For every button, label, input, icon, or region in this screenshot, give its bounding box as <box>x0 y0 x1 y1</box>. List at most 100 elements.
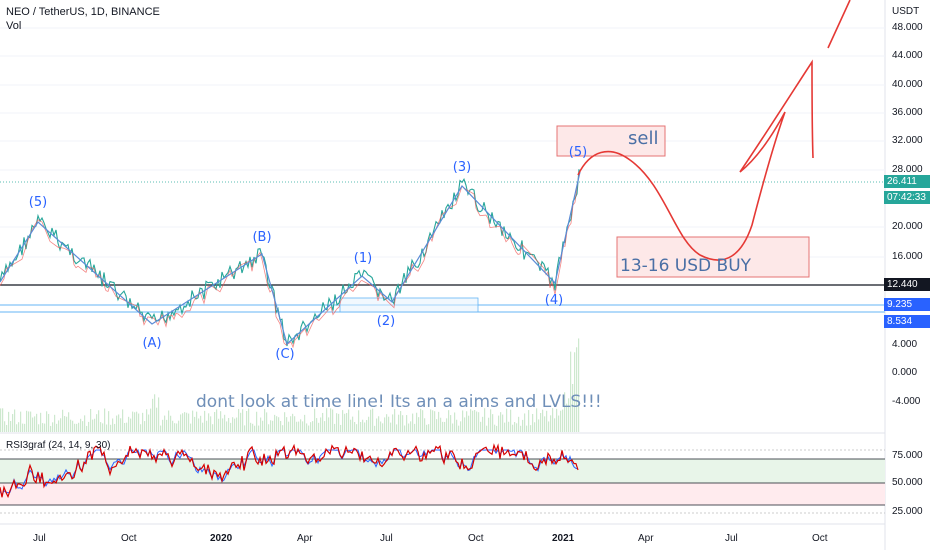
volume-bar <box>272 420 274 432</box>
volume-bar <box>36 413 38 432</box>
volume-bar <box>444 421 446 432</box>
volume-bar <box>458 425 460 432</box>
volume-bar <box>42 423 44 432</box>
volume-bar <box>242 409 244 432</box>
volume-bar <box>464 417 466 432</box>
volume-bar <box>310 422 312 432</box>
volume-bar <box>200 415 202 432</box>
volume-bar <box>224 414 226 432</box>
volume-bar <box>14 409 16 432</box>
volume-bar <box>512 424 514 432</box>
volume-bar <box>544 416 546 432</box>
volume-bar <box>82 421 84 432</box>
volume-bar <box>578 338 580 432</box>
volume-bar <box>20 411 22 432</box>
volume-bar <box>412 413 414 432</box>
volume-bar <box>552 408 554 432</box>
volume-bar <box>314 408 316 432</box>
volume-bar <box>176 423 178 432</box>
price-tick: 20.000 <box>892 221 923 232</box>
volume-bar <box>168 410 170 432</box>
volume-bar <box>478 412 480 432</box>
volume-bar <box>356 424 358 432</box>
volume-bar <box>8 411 10 432</box>
volume-bar <box>138 413 140 432</box>
volume-bar <box>128 416 130 432</box>
volume-bar <box>38 424 40 432</box>
volume-bar <box>122 409 124 432</box>
volume-bar <box>540 413 542 432</box>
volume-bar <box>400 411 402 432</box>
volume-bar <box>190 423 192 432</box>
volume-bar <box>394 409 396 432</box>
volume-bar <box>440 417 442 432</box>
volume-bar <box>50 425 52 432</box>
volume-bar <box>486 425 488 432</box>
volume-bar <box>392 414 394 432</box>
volume-bar <box>98 410 100 432</box>
volume-bar <box>282 425 284 432</box>
volume-bar <box>342 410 344 432</box>
level-tag-12: 12.440 <box>884 278 930 291</box>
volume-bar <box>396 424 398 432</box>
volume-bar <box>296 421 298 432</box>
volume-bar <box>264 408 266 432</box>
volume-bar <box>160 425 162 432</box>
volume-bar <box>358 410 360 432</box>
volume-bar <box>22 423 24 432</box>
volume-bar <box>280 420 282 432</box>
volume-bar <box>246 411 248 432</box>
volume-bar <box>562 409 564 432</box>
volume-bar <box>574 352 576 432</box>
wave-path <box>0 171 581 346</box>
volume-bar <box>426 424 428 432</box>
volume-bar <box>368 416 370 432</box>
volume-bar <box>360 421 362 432</box>
volume-bar <box>148 414 150 432</box>
volume-bar <box>4 421 6 432</box>
volume-bar <box>172 420 174 432</box>
wave-label-b: (B) <box>252 230 272 245</box>
wave2-box <box>339 297 479 313</box>
volume-bar <box>564 392 566 432</box>
price-tick: 44.000 <box>892 50 923 61</box>
countdown-tag: 07:42:33 <box>884 191 930 204</box>
volume-bar <box>364 422 366 432</box>
volume-bar <box>106 424 108 432</box>
volume-bar <box>262 420 264 432</box>
volume-bar <box>418 417 420 432</box>
volume-bar <box>422 410 424 432</box>
volume-bar <box>504 422 506 432</box>
volume-bar <box>124 422 126 432</box>
volume-bar <box>150 408 152 432</box>
volume-bar <box>290 416 292 432</box>
volume-bar <box>84 415 86 432</box>
volume-bar <box>322 412 324 432</box>
volume-bar <box>80 418 82 432</box>
volume-bar <box>202 422 204 432</box>
price-tick: 40.000 <box>892 79 923 90</box>
volume-bar <box>158 397 160 432</box>
volume-bar <box>156 407 158 432</box>
level-tag-9: 9.235 <box>884 298 930 311</box>
vol-tick-0: 4.000 <box>892 339 918 350</box>
volume-bar <box>442 421 444 432</box>
volume-bar <box>330 408 332 432</box>
volume-bar <box>334 423 336 432</box>
volume-bar <box>226 421 228 432</box>
volume-bar <box>278 417 280 432</box>
wave-label-4: (4) <box>544 293 564 308</box>
volume-bar <box>528 410 530 432</box>
volume-bar <box>228 417 230 432</box>
volume-bar <box>170 415 172 432</box>
volume-bar <box>286 417 288 432</box>
price-series-bear <box>0 173 580 349</box>
volume-bar <box>236 417 238 432</box>
volume-bar <box>254 425 256 432</box>
time-tick: Oct <box>468 533 484 544</box>
volume-bar <box>72 420 74 432</box>
volume-bar <box>370 409 372 432</box>
volume-bar <box>78 422 80 432</box>
volume-bar <box>340 424 342 432</box>
